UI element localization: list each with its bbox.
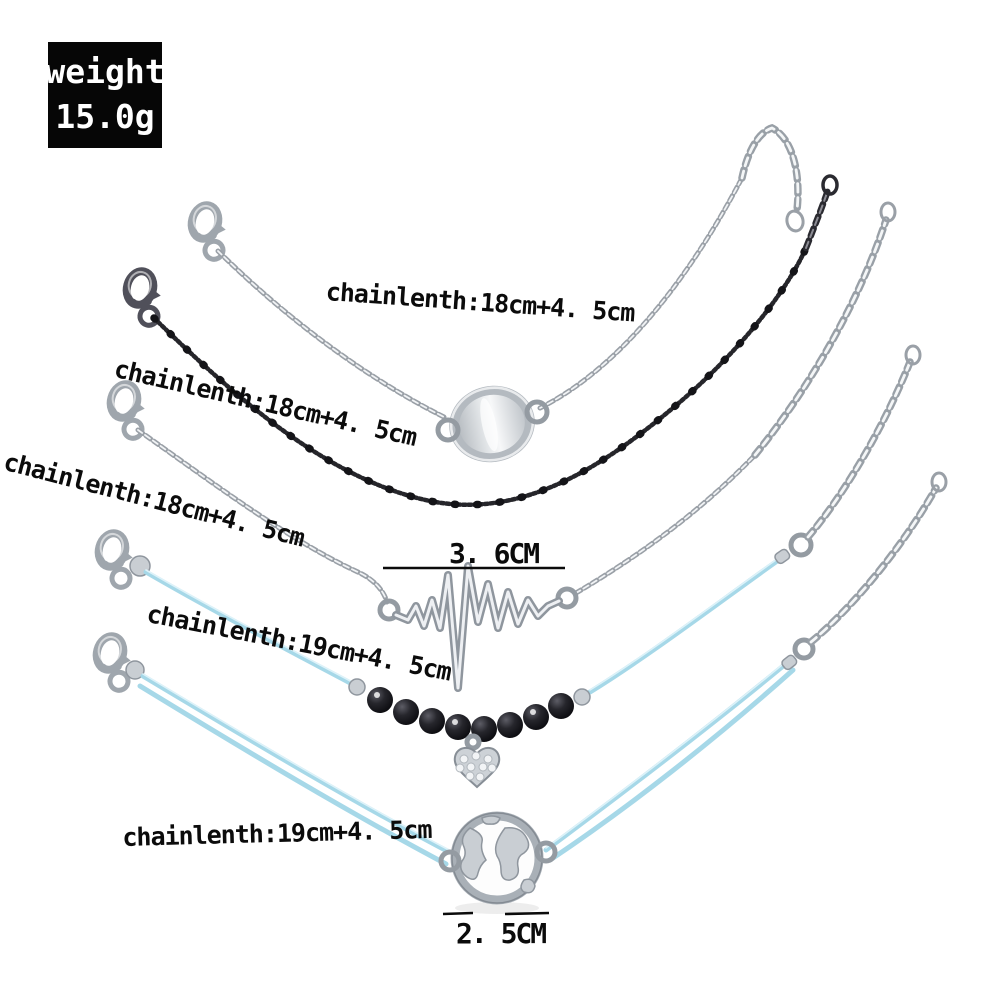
extension-chain-3 bbox=[751, 201, 897, 459]
jump-ring bbox=[792, 637, 816, 661]
extension-chain-4 bbox=[804, 344, 922, 541]
jump-ring bbox=[534, 840, 558, 864]
bracelet-5-cord bbox=[137, 659, 796, 867]
crimp-bead bbox=[125, 660, 145, 680]
extension-chain-1 bbox=[738, 123, 805, 233]
world-map-charm bbox=[450, 811, 544, 905]
measure-line-map-left bbox=[442, 911, 474, 916]
jump-ring bbox=[438, 849, 462, 873]
bracelet-2-black-chain bbox=[119, 174, 839, 509]
lobster-clasp-1 bbox=[184, 202, 234, 261]
lobster-clasp-2 bbox=[119, 268, 169, 327]
bracelet-5-world-map bbox=[89, 471, 948, 916]
bracelet-4-beads-heart bbox=[91, 344, 922, 789]
bracelet-1-chain bbox=[215, 175, 745, 420]
extension-chain-2 bbox=[802, 174, 839, 252]
jump-ring bbox=[435, 417, 461, 443]
bracelet-3-heartbeat bbox=[103, 201, 897, 692]
weight-label: weight bbox=[45, 52, 165, 92]
crimp-bead bbox=[781, 654, 798, 671]
oval-cabochon-pendant bbox=[449, 385, 535, 463]
crystal-heart-charm bbox=[453, 733, 501, 789]
jump-ring bbox=[524, 399, 550, 425]
bead-strand bbox=[348, 678, 591, 742]
weight-value: 15.0g bbox=[55, 97, 155, 136]
bracelet-3-chain bbox=[135, 427, 758, 605]
bracelet-1-silver-oval bbox=[184, 123, 805, 463]
jump-ring bbox=[788, 532, 814, 558]
crimp-bead bbox=[774, 548, 791, 565]
bracelet-4-cord bbox=[143, 556, 783, 695]
heartbeat-ecg-charm bbox=[377, 562, 579, 692]
extension-chain-5 bbox=[807, 471, 948, 646]
annotation-ecg-charm-width: 3. 6CM bbox=[449, 537, 540, 570]
measure-line-map-right bbox=[504, 911, 550, 916]
charm-shadow bbox=[455, 902, 539, 914]
weight-badge: weight 15.0g bbox=[45, 42, 165, 148]
annotation-map-charm-width: 2. 5CM bbox=[456, 917, 547, 950]
